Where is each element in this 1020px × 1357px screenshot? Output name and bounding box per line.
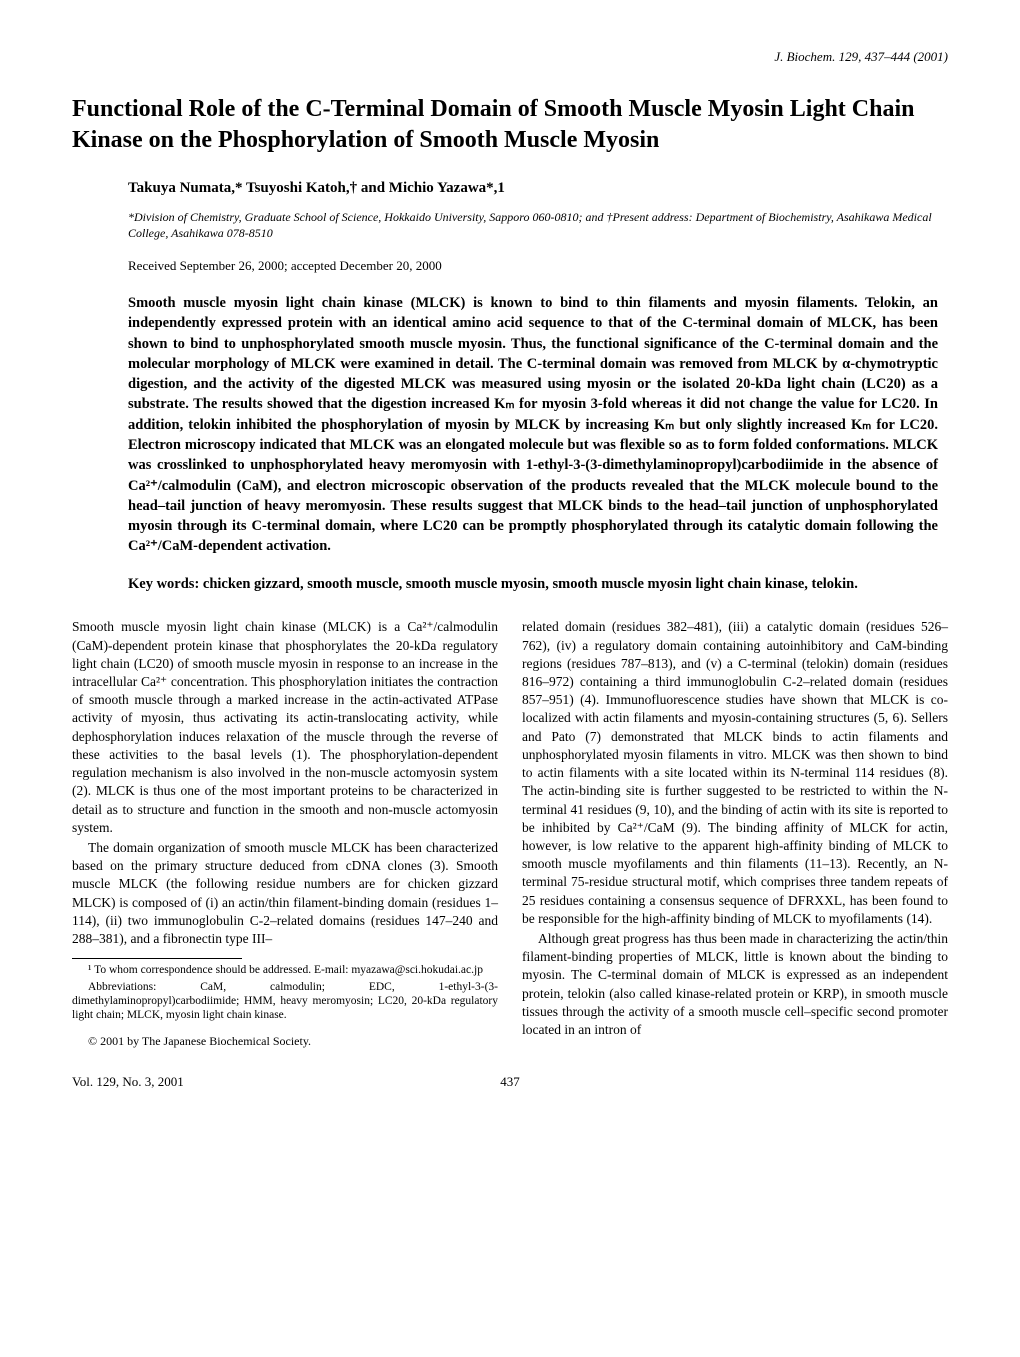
footnote-abbreviations: Abbreviations: CaM, calmodulin; EDC, 1-e… bbox=[72, 980, 498, 1023]
footnote-correspondence: ¹ To whom correspondence should be addre… bbox=[72, 963, 498, 977]
received-date: Received September 26, 2000; accepted De… bbox=[128, 257, 948, 275]
affiliation: *Division of Chemistry, Graduate School … bbox=[128, 210, 948, 241]
body-paragraph: Although great progress has thus been ma… bbox=[522, 930, 948, 1039]
abstract: Smooth muscle myosin light chain kinase … bbox=[128, 293, 938, 557]
body-paragraph: The domain organization of smooth muscle… bbox=[72, 839, 498, 948]
journal-reference: J. Biochem. 129, 437–444 (2001) bbox=[72, 48, 948, 66]
page-footer: Vol. 129, No. 3, 2001 437 bbox=[72, 1073, 948, 1091]
page-number: 437 bbox=[500, 1073, 520, 1091]
copyright: © 2001 by The Japanese Biochemical Socie… bbox=[72, 1033, 498, 1049]
body-text: Smooth muscle myosin light chain kinase … bbox=[72, 618, 948, 1049]
body-paragraph: Smooth muscle myosin light chain kinase … bbox=[72, 618, 498, 837]
keywords: Key words: chicken gizzard, smooth muscl… bbox=[128, 575, 938, 595]
footnote-separator bbox=[72, 958, 242, 959]
authors: Takuya Numata,* Tsuyoshi Katoh,† and Mic… bbox=[128, 178, 948, 198]
article-title: Functional Role of the C-Terminal Domain… bbox=[72, 94, 948, 156]
footer-volume: Vol. 129, No. 3, 2001 bbox=[72, 1074, 184, 1089]
body-paragraph: related domain (residues 382–481), (iii)… bbox=[522, 618, 948, 928]
